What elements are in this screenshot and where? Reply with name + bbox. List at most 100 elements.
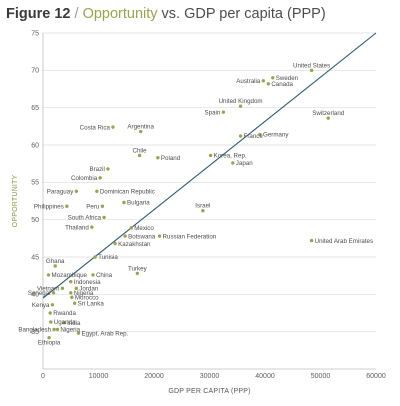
point-kenya [50, 303, 55, 307]
point-nigeria [55, 327, 60, 332]
axes: 35 40 45 50 55 60 65 70 75 0 10000 20000 30000 40000 5… [31, 30, 386, 380]
label-nigeria: Nigeria [74, 290, 94, 297]
point-israel [201, 209, 205, 213]
figure-number: Figure 12 [6, 6, 71, 22]
label-korea-rep: Korea, Rep. [214, 153, 247, 160]
point-ghana [53, 264, 57, 268]
x-tick-label: 20000 [144, 373, 164, 380]
point-japan [231, 161, 235, 165]
point-philippines [65, 204, 69, 208]
point-thailand [90, 225, 94, 229]
point-vietnam [60, 286, 65, 291]
label-peru: Peru [86, 203, 100, 210]
label-tunisia: Tunisia [98, 254, 118, 261]
y-tick-label: 45 [31, 254, 39, 261]
x-tick-label: 60000 [366, 373, 386, 380]
label-switzerland: Switzerland [312, 110, 345, 117]
point-spain [221, 110, 226, 114]
label-poland: Poland [161, 155, 181, 162]
x-axis-label: GDP PER CAPITA (PPP) [168, 388, 250, 395]
point-ethiopia [47, 335, 51, 340]
point-france [238, 134, 243, 138]
x-tick-label: 30000 [200, 373, 220, 380]
trend-line-group [42, 32, 377, 299]
y-axis-label: OPPORTUNITY [12, 175, 19, 228]
point-kazakhstan [113, 241, 117, 246]
label-bangladesh: Bangladesh [18, 327, 51, 334]
point-mexico [129, 226, 133, 230]
point-egypt-arab-rep [76, 331, 81, 335]
label-uganda: Uganda [54, 319, 76, 326]
label-paraguay: Paraguay [47, 188, 74, 195]
label-china: China [96, 272, 113, 279]
grid-lines [43, 32, 376, 333]
point-china [91, 273, 95, 277]
label-jordan: Jordan [79, 286, 98, 293]
point-sri-lanka [72, 301, 77, 305]
point-rwanda [48, 311, 52, 315]
point-germany [258, 132, 262, 137]
point-costa-rica [111, 125, 115, 129]
point-brazil [106, 167, 110, 171]
label-india: India [67, 320, 81, 327]
point-united-kingdom [238, 104, 243, 108]
point-turkey [135, 271, 140, 276]
label-russian-federation: Russian Federation [163, 233, 217, 240]
point-korea-rep [208, 153, 213, 158]
label-costa-rica: Costa Rica [80, 124, 111, 131]
label-canada: Canada [271, 81, 293, 88]
label-kenya: Kenya [32, 302, 50, 309]
label-nigeria: Nigeria [60, 327, 80, 334]
title-rest: vs. GDP per capita (PPP) [157, 6, 326, 22]
point-paraguay [74, 189, 79, 193]
label-bulgaria: Bulgaria [127, 200, 150, 207]
label-senegal: Senegal [28, 290, 51, 297]
label-botswana: Botswana [128, 233, 156, 240]
label-chile: Chile [133, 147, 148, 154]
label-colombia: Colombia [71, 175, 98, 182]
point-peru [100, 204, 105, 208]
chart-title: Figure 12 / Opportunity vs. GDP per capi… [6, 6, 326, 22]
title-opportunity: Opportunity [82, 6, 158, 22]
point-jordan [74, 286, 79, 291]
point-botswana [123, 234, 127, 238]
point-bangladesh [52, 327, 56, 332]
label-philippines: Philippines [34, 203, 64, 210]
label-vietnam: Vietnam [37, 286, 60, 293]
label-ethiopia: Ethiopia [38, 340, 61, 347]
label-united-arab-emirates: United Arab Emirates [315, 238, 373, 245]
label-egypt-arab-rep: Egypt, Arab Rep. [82, 330, 129, 337]
point-uganda [49, 320, 53, 324]
x-tick-label: 50000 [311, 373, 331, 380]
point-sweden [271, 76, 275, 80]
point-russian-federation [157, 234, 162, 238]
y-tick-label: 70 [31, 68, 39, 75]
y-tick-label: 35 [31, 329, 39, 336]
point-canada [266, 82, 271, 86]
title-separator: / [70, 6, 83, 22]
label-indonesia: Indonesia [74, 279, 101, 286]
point-tunisia [93, 255, 97, 259]
point-nigeria [69, 291, 73, 295]
label-dominican-republic: Dominican Republic [100, 188, 155, 195]
point-mozambique [46, 273, 51, 277]
label-rwanda: Rwanda [53, 310, 76, 317]
label-ghana: Ghana [46, 258, 65, 265]
point-chile [137, 153, 142, 158]
label-mozambique: Mozambique [52, 272, 88, 279]
point-indonesia [69, 279, 73, 284]
label-kazakhstan: Kazakhstan [118, 241, 151, 248]
point-switzerland [326, 116, 330, 120]
label-sri-lanka: Sri Lanka [78, 300, 105, 307]
point-senegal [51, 291, 56, 295]
point-colombia [98, 176, 102, 180]
label-israel: Israel [195, 203, 210, 210]
y-tick-label: 50 [31, 217, 39, 224]
y-tick-label: 60 [31, 142, 39, 149]
point-argentina [138, 129, 143, 134]
x-tick-label: 0 [41, 373, 45, 380]
label-mexico: Mexico [134, 225, 154, 232]
point-united-states [309, 68, 314, 73]
